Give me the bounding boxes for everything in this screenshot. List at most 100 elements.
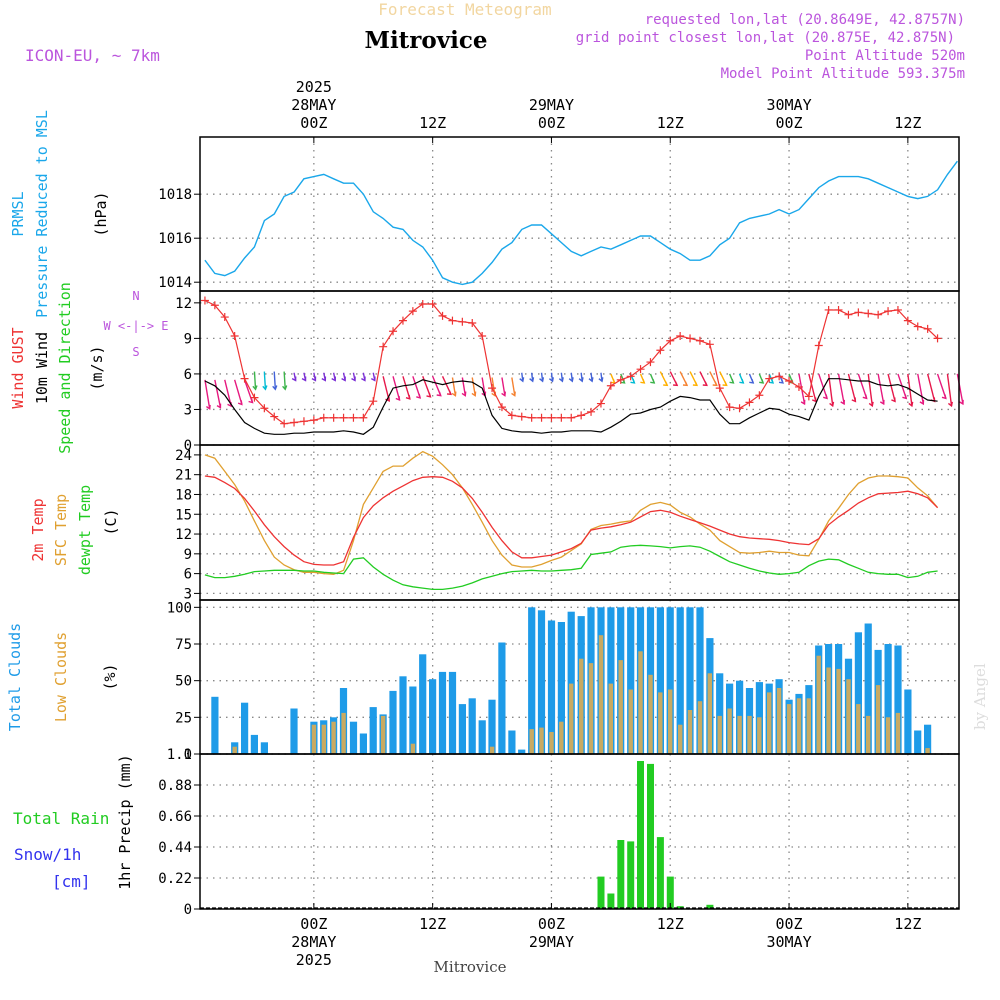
model-label: ICON-EU, ~ 7km bbox=[25, 46, 160, 65]
gust-marker bbox=[507, 411, 516, 420]
pressure-line bbox=[204, 160, 958, 286]
wind-unit: (m/s) bbox=[88, 345, 106, 390]
total-cloud-bar bbox=[241, 702, 249, 754]
total-cloud-bar bbox=[478, 720, 486, 754]
gust-marker bbox=[804, 392, 813, 401]
wind-arrow-head bbox=[471, 391, 477, 397]
x-tick-label-bottom: 00Z bbox=[538, 915, 565, 933]
gust-marker bbox=[349, 413, 358, 422]
gust-marker bbox=[824, 305, 833, 314]
y-tick-label: 6 bbox=[184, 367, 192, 383]
gust-marker bbox=[369, 397, 378, 406]
wind-arrow-head bbox=[252, 385, 258, 391]
total-cloud-bar bbox=[399, 676, 407, 754]
wind-arrow-head bbox=[840, 399, 845, 406]
clouds-unit: (%) bbox=[101, 663, 119, 690]
compass-n: N bbox=[132, 289, 139, 303]
low-cloud-bar bbox=[767, 692, 772, 754]
wind-arrow-head bbox=[739, 378, 745, 384]
total-cloud-bar bbox=[389, 690, 397, 754]
gridpoint-coords: grid point closest lon,lat (20.875E, 42.… bbox=[576, 30, 955, 46]
rain-label: Total Rain bbox=[13, 809, 109, 828]
wind-arrow bbox=[808, 373, 817, 402]
y-tick-label: 24 bbox=[175, 448, 192, 464]
wind-arrow-head bbox=[729, 378, 735, 384]
total-cloud-bar bbox=[894, 645, 902, 754]
wind-arrow-head bbox=[902, 394, 908, 400]
y-tick-label: 0.44 bbox=[158, 840, 192, 856]
wind-speed-line bbox=[204, 378, 938, 435]
total-cloud-bar bbox=[419, 654, 427, 754]
gust-marker bbox=[497, 403, 506, 412]
x-tick-label-top: 12Z bbox=[657, 114, 684, 132]
total-cloud-bar bbox=[498, 642, 506, 754]
wind-arrow-head bbox=[879, 399, 885, 406]
total-cloud-bar bbox=[537, 610, 546, 754]
total-cloud-bar bbox=[884, 644, 892, 754]
gust-marker bbox=[735, 404, 744, 413]
gust-marker bbox=[725, 403, 734, 412]
forecast-title: Forecast Meteogram bbox=[378, 0, 551, 19]
wind-arrow-head bbox=[768, 378, 775, 384]
temp-label: 2m Temp bbox=[29, 498, 47, 561]
gust-marker bbox=[874, 310, 883, 319]
y-tick-label: 50 bbox=[175, 674, 192, 690]
gust-marker bbox=[577, 411, 586, 420]
wind-arrow-head bbox=[395, 395, 401, 401]
dewpt-line bbox=[204, 544, 938, 591]
wind-arrow bbox=[204, 379, 211, 409]
gust-marker bbox=[923, 324, 932, 333]
wind-arrow bbox=[867, 373, 874, 406]
snow-label: Snow/1h bbox=[14, 845, 81, 864]
low-cloud-bar bbox=[489, 746, 495, 754]
total-cloud-bar bbox=[607, 607, 615, 754]
x-tick-label-bottom: 29MAY bbox=[529, 933, 574, 951]
precip-bar bbox=[647, 763, 654, 909]
gust-marker bbox=[270, 412, 279, 421]
wind-arrow-head bbox=[630, 378, 636, 384]
precip-bar bbox=[706, 904, 714, 909]
gust-marker bbox=[715, 384, 724, 393]
wind-arrow bbox=[461, 377, 466, 396]
wind-arrow-head bbox=[548, 377, 554, 383]
low-cloud-bar bbox=[668, 689, 673, 754]
gust-label: Wind GUST bbox=[9, 327, 27, 408]
wind-arrow-head bbox=[405, 394, 411, 400]
pressure-label-long: Pressure Reduced to MSL bbox=[33, 110, 51, 318]
gust-marker bbox=[695, 336, 704, 345]
gust-marker bbox=[379, 342, 388, 351]
gust-marker bbox=[686, 334, 695, 343]
wind-arrows bbox=[204, 371, 964, 411]
wind-arrow-head bbox=[702, 381, 708, 387]
precip-axis-label: 1hr Precip (mm) bbox=[116, 754, 134, 889]
low-cloud-bar bbox=[866, 715, 871, 754]
x-tick-label-top: 00Z bbox=[300, 114, 327, 132]
y-tick-label: 12 bbox=[175, 527, 192, 543]
wind-arrow-head bbox=[598, 377, 604, 383]
grid bbox=[200, 137, 959, 910]
wind-arrow bbox=[926, 373, 936, 402]
gust-marker bbox=[844, 310, 853, 319]
gust-marker bbox=[616, 375, 625, 384]
gust-marker bbox=[260, 404, 269, 413]
gust-marker bbox=[339, 413, 348, 422]
wind-arrow bbox=[501, 377, 506, 396]
location-title: Mitrovice bbox=[364, 27, 487, 54]
total-cloud-bar bbox=[290, 708, 298, 754]
sfc-temp-line bbox=[204, 450, 939, 575]
wind-arrow bbox=[511, 377, 516, 396]
x-tick-label-top: 12Z bbox=[419, 114, 446, 132]
wind-arrow-head bbox=[436, 391, 442, 397]
low-cloud-bar bbox=[618, 660, 623, 754]
gust-marker bbox=[656, 346, 665, 355]
gust-marker bbox=[290, 418, 299, 427]
compass-s: S bbox=[132, 345, 139, 359]
gust-marker bbox=[606, 381, 615, 390]
gust-marker bbox=[884, 307, 893, 316]
wind-arrow-head bbox=[891, 397, 896, 403]
wind-arrow bbox=[471, 377, 476, 396]
dewpt-label: dewpt Temp bbox=[76, 485, 94, 575]
gust-marker bbox=[220, 313, 229, 322]
wind-arrow bbox=[917, 373, 925, 405]
wind-arrow-head bbox=[811, 397, 817, 403]
